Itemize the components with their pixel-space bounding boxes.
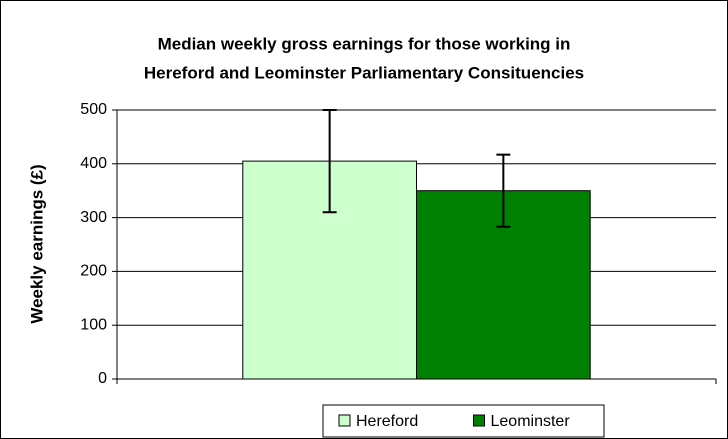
y-tick-label: 200	[80, 263, 107, 280]
legend-label: Leominster	[491, 413, 571, 430]
legend-swatch	[473, 414, 485, 427]
legend-swatch	[338, 414, 351, 427]
y-tick-label: 400	[80, 155, 107, 172]
y-axis-label: Weekly earnings (£)	[27, 164, 46, 323]
legend	[322, 404, 605, 438]
y-tick-label: 500	[80, 101, 107, 118]
y-tick-label: 0	[98, 370, 107, 387]
y-tick-label: 100	[80, 316, 107, 333]
chart-title: Hereford and Leominster Parliamentary Co…	[144, 63, 584, 82]
error-bar	[322, 109, 337, 214]
y-tick-label: 300	[80, 209, 107, 226]
chart-title: Median weekly gross earnings for those w…	[158, 34, 571, 53]
error-bar	[496, 153, 511, 228]
legend-label: Hereford	[356, 413, 418, 430]
